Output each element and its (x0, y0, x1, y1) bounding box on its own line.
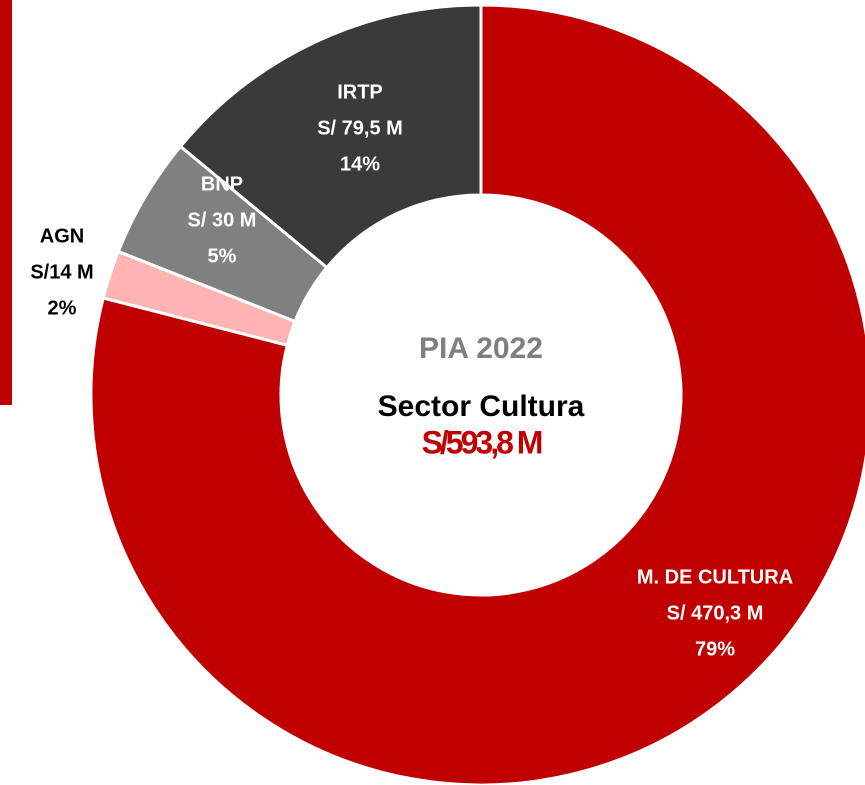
slice-amount: S/ 30 M (188, 209, 257, 231)
slice-amount: S/14 M (30, 261, 93, 283)
slice-percent: 2% (48, 297, 77, 319)
slice (89, 3, 865, 785)
slice (178, 3, 483, 270)
slice-percent: 5% (208, 245, 237, 267)
slice-name: IRTP (337, 81, 383, 103)
slice-name: BNP (201, 173, 243, 195)
slice-percent: 14% (340, 153, 380, 175)
slice-percent: 79% (695, 638, 735, 660)
slice-name: AGN (40, 225, 84, 247)
center-subtitle: Sector Cultura (378, 390, 585, 423)
center-total: S/593,8 M (422, 424, 542, 460)
slice-name: M. DE CULTURA (637, 566, 793, 588)
slice-amount: S/ 79,5 M (317, 117, 403, 139)
slice-amount: S/ 470,3 M (667, 602, 764, 624)
side-bar (0, 0, 12, 405)
center-title: PIA 2022 (419, 332, 543, 365)
